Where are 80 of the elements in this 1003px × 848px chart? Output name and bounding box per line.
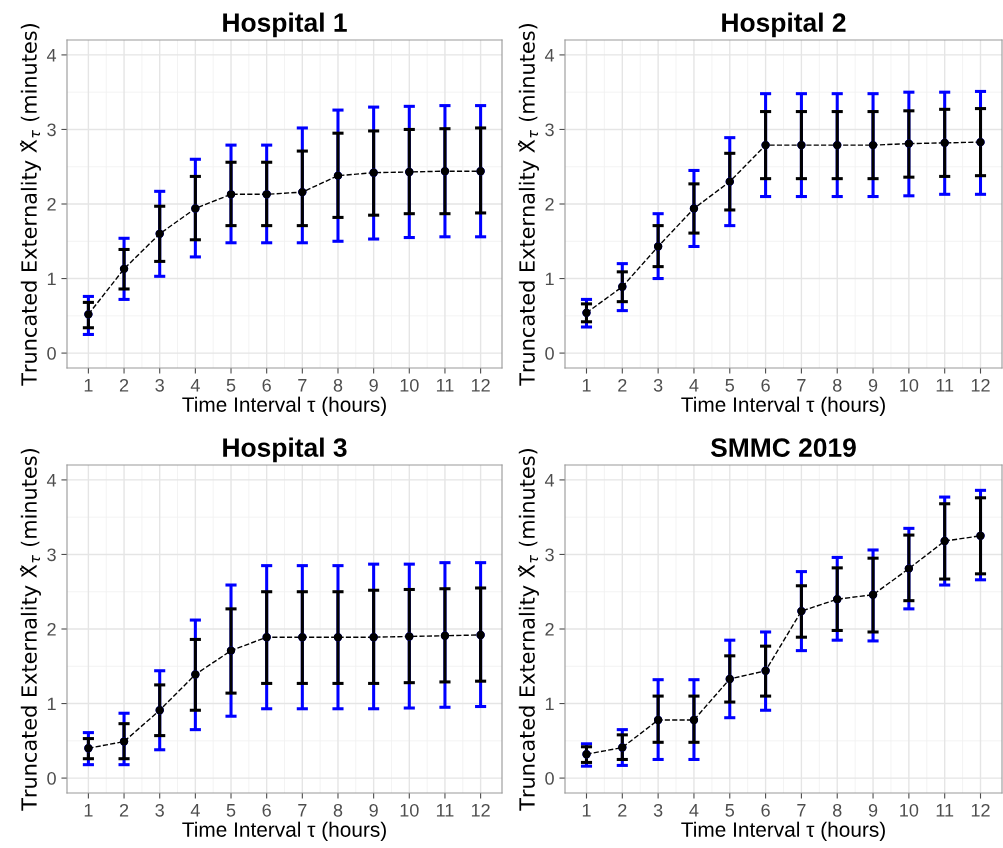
y-tick-label: 2 — [545, 622, 554, 636]
x-tick-label: 2 — [618, 803, 627, 817]
y-tick-label: 3 — [47, 123, 56, 137]
x-tick-label: 6 — [262, 378, 271, 392]
y-tick-label: 0 — [47, 772, 56, 785]
chart-title: Hospital 2 — [722, 12, 846, 38]
x-tick-label: 3 — [155, 803, 164, 817]
x-tick-label: 4 — [689, 804, 699, 817]
x-tick-label: 11 — [936, 379, 954, 392]
y-tick-label: 1 — [545, 272, 554, 286]
y-tick-label: 1 — [545, 697, 554, 711]
x-tick-label: 12 — [971, 378, 990, 392]
y-axis-title: Truncated Externality X̂$_{τ}$ (minutes) — [19, 449, 41, 811]
x-tick-label: 12 — [971, 803, 990, 817]
x-tick-label: 1 — [84, 804, 93, 817]
x-tick-label: 11 — [436, 379, 454, 392]
x-tick-label: 3 — [653, 378, 663, 392]
x-tick-label: 12 — [471, 803, 490, 817]
x-tick-label: 10 — [900, 378, 919, 392]
y-tick-label: 3 — [545, 548, 554, 562]
chart-title: SMMC 2019 — [710, 438, 856, 457]
x-tick-label: 7 — [797, 804, 806, 817]
y-tick-label: 4 — [46, 49, 57, 62]
x-tick-label: 9 — [369, 803, 378, 817]
y-tick-label: 1 — [47, 272, 56, 286]
y-tick-label: 2 — [545, 197, 554, 211]
x-tick-label: 7 — [797, 379, 806, 392]
x-tick-label: 8 — [832, 378, 842, 392]
x-tick-label: 1 — [582, 804, 591, 817]
x-axis-title: Time Interval τ (hours) — [681, 821, 885, 842]
y-tick-label: 4 — [544, 49, 555, 62]
x-tick-label: 5 — [226, 804, 236, 817]
y-tick-label: 4 — [544, 474, 555, 487]
chart-title: Hospital 1 — [223, 12, 347, 38]
x-tick-label: 10 — [400, 803, 419, 817]
y-tick-label: 4 — [46, 474, 57, 487]
y-axis-title: Truncated Externality X̂$_{τ}$ (minutes) — [517, 449, 539, 811]
y-tick-label: 0 — [47, 347, 56, 360]
y-tick-label: 0 — [545, 347, 554, 360]
x-tick-label: 9 — [369, 378, 378, 392]
y-axis-title: Truncated Externality X̂$_{τ}$ (minutes) — [517, 24, 539, 386]
x-tick-label: 2 — [119, 378, 129, 392]
x-tick-label: 10 — [900, 803, 919, 817]
x-axis-title: Time Interval τ (hours) — [681, 396, 885, 417]
x-tick-label: 5 — [725, 379, 735, 392]
x-tick-label: 9 — [868, 378, 878, 392]
x-tick-label: 4 — [190, 379, 200, 392]
y-tick-label: 0 — [545, 772, 554, 785]
x-tick-label: 2 — [618, 378, 627, 392]
x-axis-title: Time Interval τ (hours) — [182, 396, 386, 417]
x-tick-label: 6 — [262, 803, 271, 817]
x-tick-label: 1 — [582, 379, 591, 392]
x-tick-label: 1 — [84, 379, 93, 392]
x-tick-label: 4 — [689, 379, 699, 392]
x-tick-label: 7 — [298, 379, 307, 392]
x-tick-label: 3 — [653, 803, 663, 817]
x-tick-label: 11 — [436, 804, 454, 817]
x-tick-label: 4 — [190, 804, 200, 817]
y-tick-label: 2 — [47, 197, 56, 211]
x-tick-label: 7 — [298, 804, 307, 817]
y-tick-label: 1 — [47, 697, 56, 711]
x-axis-title: Time Interval τ (hours) — [182, 821, 386, 842]
x-tick-label: 12 — [471, 378, 490, 392]
x-tick-label: 5 — [226, 379, 236, 392]
x-tick-label: 6 — [761, 378, 770, 392]
x-tick-label: 9 — [868, 803, 878, 817]
x-tick-label: 10 — [400, 378, 419, 392]
y-tick-label: 3 — [47, 548, 56, 562]
x-tick-label: 11 — [936, 804, 954, 817]
x-tick-label: 6 — [761, 803, 770, 817]
y-tick-label: 2 — [47, 622, 56, 636]
x-tick-label: 2 — [119, 803, 129, 817]
x-tick-label: 8 — [333, 378, 343, 392]
x-tick-label: 5 — [725, 804, 735, 817]
x-tick-label: 3 — [155, 378, 164, 392]
y-tick-label: 3 — [545, 123, 554, 137]
chart-title: Hospital 3 — [223, 437, 347, 463]
x-tick-label: 8 — [832, 803, 842, 817]
x-tick-label: 8 — [333, 803, 343, 817]
y-axis-title: Truncated Externality X̂$_{τ}$ (minutes) — [19, 24, 41, 386]
